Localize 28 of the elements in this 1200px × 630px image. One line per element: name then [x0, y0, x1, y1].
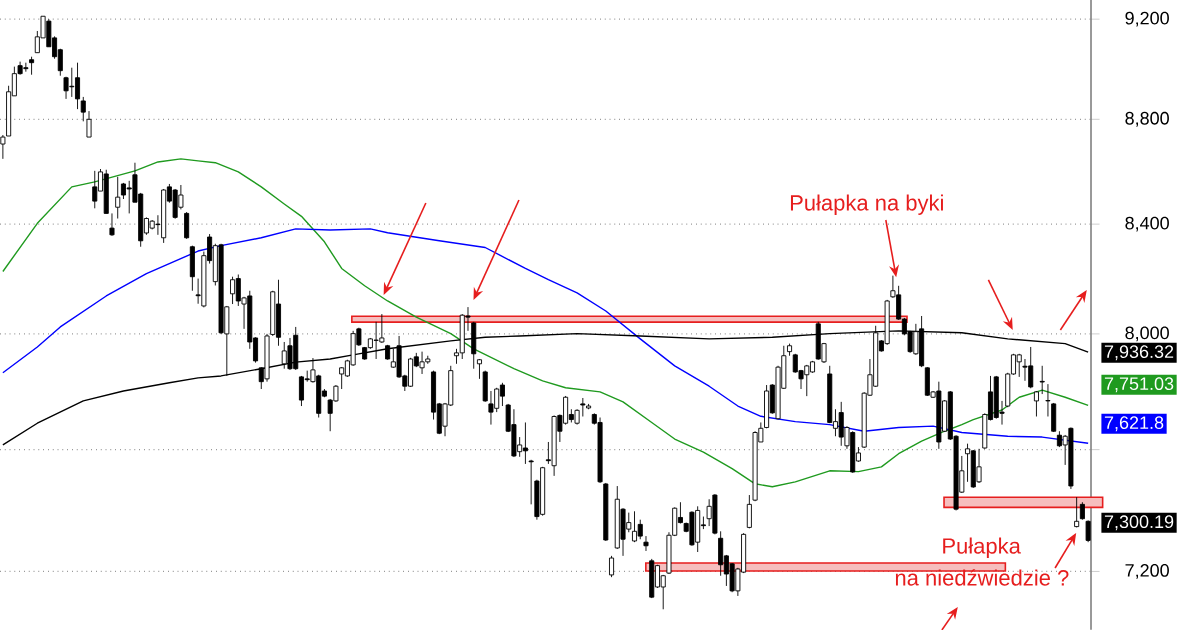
text: 7,621.8 — [1104, 416, 1164, 432]
candlestick — [1085, 519, 1091, 543]
y-tick-label: 8,000 — [1125, 326, 1169, 342]
candlestick — [115, 176, 121, 219]
candlestick — [29, 56, 35, 76]
y-tick-label: 9,200 — [1125, 11, 1169, 27]
candlestick — [609, 555, 615, 578]
candlestick — [86, 110, 92, 138]
candlestick — [643, 535, 649, 552]
y-tick-label: 8,800 — [1125, 111, 1169, 127]
line-series — [2, 158, 1089, 488]
candlestick — [1045, 383, 1051, 417]
candlestick — [1033, 390, 1039, 417]
text: 7,751.03 — [1104, 377, 1174, 393]
annotation: na niedźwiedzie ? — [895, 569, 1069, 586]
candlestick — [746, 494, 752, 529]
candlestick — [109, 212, 115, 237]
text: 7,936.32 — [1104, 345, 1174, 361]
candlestick — [1074, 496, 1080, 528]
y-tick-label: 8,400 — [1125, 216, 1169, 232]
y-tick-label: 7,200 — [1125, 564, 1169, 579]
annotation: Pułapka na byki — [790, 194, 943, 215]
line-series — [2, 228, 1089, 444]
candlestick — [80, 96, 86, 122]
candlestick — [1039, 365, 1045, 395]
text: 7,300.19 — [1104, 515, 1174, 531]
annotation: Pułapka — [943, 537, 1021, 559]
candlestick — [528, 459, 534, 505]
